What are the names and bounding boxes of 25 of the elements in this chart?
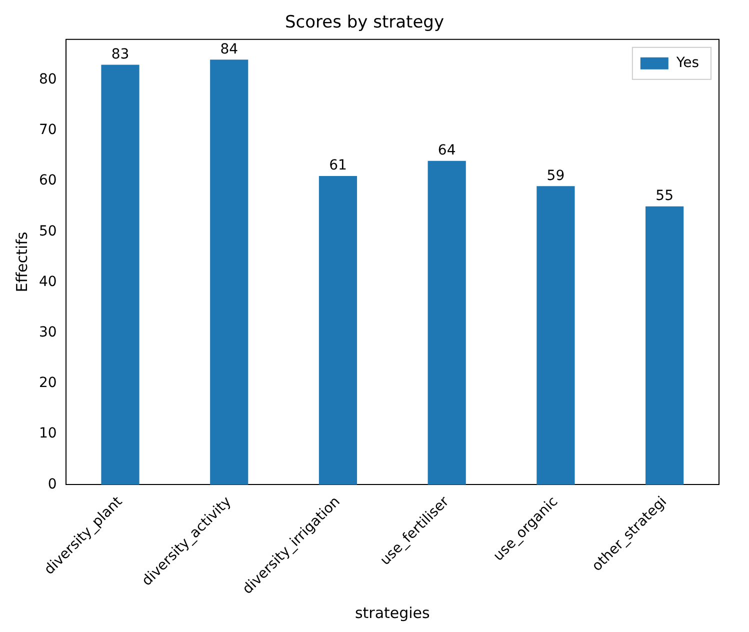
x-axis-title: strategies — [354, 604, 430, 622]
y-tick-label: 80 — [38, 72, 57, 88]
y-tick-label: 30 — [38, 324, 57, 341]
y-tick-label: 0 — [48, 476, 57, 492]
chart-title: Scores by strategy — [284, 12, 444, 33]
data-label: 64 — [438, 142, 456, 158]
y-tick-label: 70 — [38, 122, 57, 138]
bar — [646, 206, 684, 485]
data-label: 55 — [656, 188, 674, 204]
bar — [210, 60, 248, 485]
y-tick-label: 60 — [38, 172, 57, 189]
y-axis-title: Effectifs — [12, 232, 31, 292]
bar — [101, 64, 140, 485]
y-tick-label: 40 — [38, 274, 57, 290]
legend-label: Yes — [675, 55, 700, 72]
y-tick-label: 50 — [38, 223, 57, 240]
y-tick-label: 10 — [38, 426, 57, 442]
bar — [318, 176, 358, 485]
y-tick-label: 20 — [38, 375, 57, 392]
data-label: 83 — [111, 46, 130, 62]
data-label: 84 — [220, 41, 238, 58]
data-label: 61 — [329, 158, 347, 174]
bar — [536, 186, 575, 485]
data-label: 59 — [546, 168, 565, 184]
bar — [428, 160, 466, 485]
